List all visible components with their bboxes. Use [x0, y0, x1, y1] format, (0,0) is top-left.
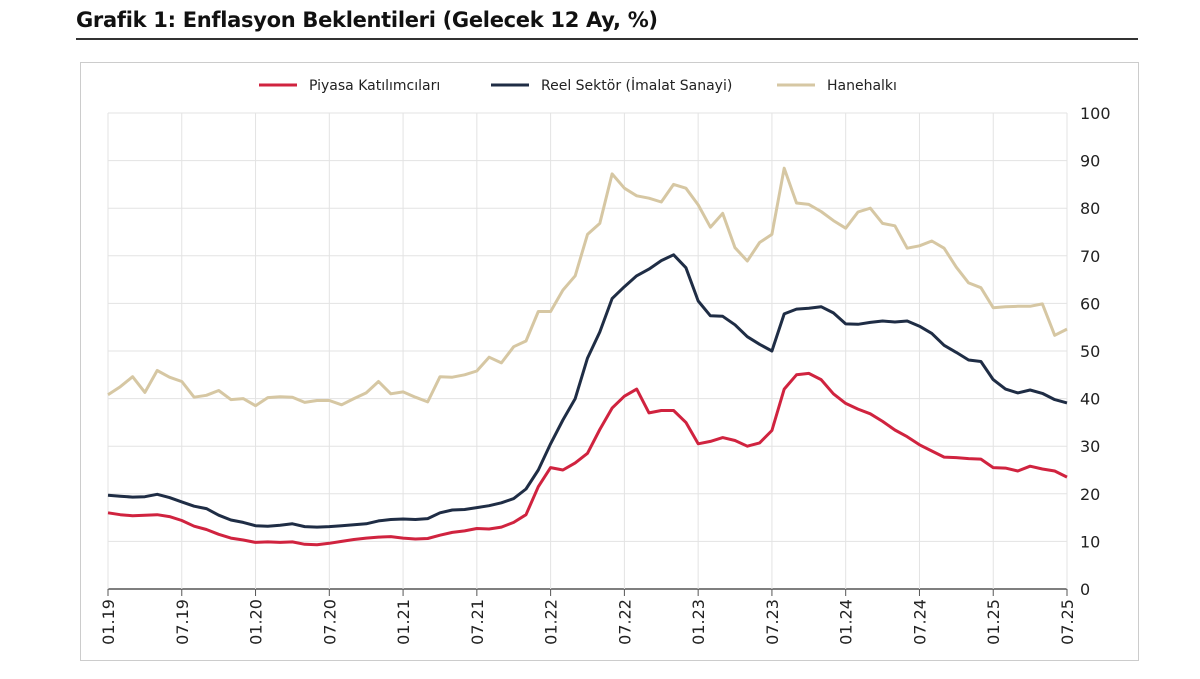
y-tick-label: 10	[1080, 532, 1100, 551]
x-tick-label: 01.21	[394, 599, 413, 645]
y-tick-label: 90	[1080, 152, 1100, 171]
x-tick-label: 07.25	[1058, 599, 1077, 645]
y-tick-label: 0	[1080, 580, 1090, 599]
legend-label: Hanehalkı	[827, 78, 897, 94]
y-tick-label: 40	[1080, 390, 1100, 409]
chart-frame	[80, 62, 1139, 661]
y-tick-label: 50	[1080, 342, 1100, 361]
x-tick-label: 01.22	[542, 599, 561, 645]
x-tick-label: 07.24	[910, 599, 929, 645]
x-tick-label: 01.23	[689, 599, 708, 645]
legend-label: Reel Sektör (İmalat Sanayi)	[541, 76, 732, 94]
y-tick-label: 60	[1080, 294, 1100, 313]
x-tick-label: 07.20	[320, 599, 339, 645]
y-tick-label: 30	[1080, 437, 1100, 456]
y-tick-label: 70	[1080, 247, 1100, 266]
y-tick-label: 100	[1080, 104, 1111, 123]
x-tick-label: 01.19	[99, 599, 118, 645]
x-tick-label: 07.22	[615, 599, 634, 645]
x-tick-label: 07.19	[173, 599, 192, 645]
legend-label: Piyasa Katılımcıları	[309, 78, 440, 94]
chart-title: Grafik 1: Enflasyon Beklentileri (Gelece…	[76, 8, 658, 32]
series-line-1	[107, 253, 1068, 529]
x-tick-label: 01.20	[247, 599, 266, 645]
y-tick-label: 80	[1080, 199, 1100, 218]
x-tick-label: 07.21	[468, 599, 487, 645]
series-line-2	[107, 166, 1068, 408]
x-tick-label: 01.25	[984, 599, 1003, 645]
x-tick-label: 01.24	[837, 599, 856, 645]
y-tick-label: 20	[1080, 485, 1100, 504]
title-underline	[76, 38, 1138, 40]
series-line-0	[107, 371, 1068, 547]
x-tick-label: 07.23	[763, 599, 782, 645]
